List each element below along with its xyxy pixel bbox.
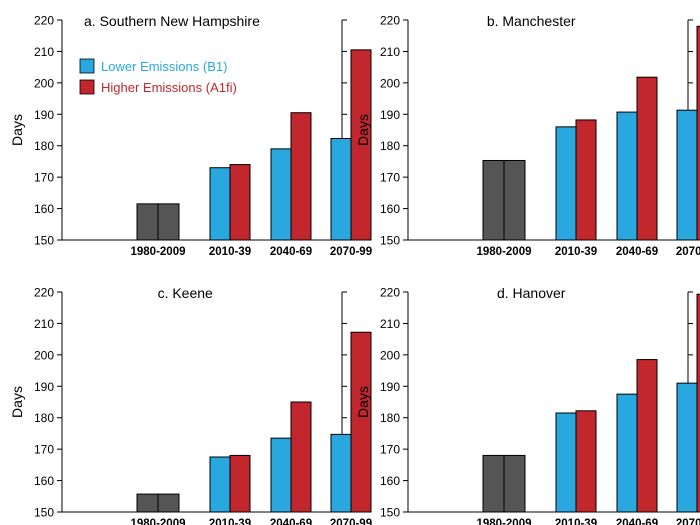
chart-panel-2: 150 160 170 180 190 200 210 220 Days c. Keene 1980… [9,285,372,525]
panels: 150 160 170 180 190 200 210 220 Days a. Southern … [9,13,700,525]
bar-historical-left [136,203,159,241]
y-tick-label: 150 [380,506,400,520]
bar-lower-2040-69 [270,148,292,241]
chart-title: d. Hanover [497,285,566,301]
y-tick-label: 170 [380,171,400,185]
y-tick-label: 210 [34,317,54,331]
x-tick-label: 2040-69 [616,246,658,258]
y-axis-title: Days [9,114,25,146]
bar-higher-2040-69 [290,401,312,513]
legend-label-higher: Higher Emissions (A1fi) [101,80,237,95]
x-tick-label: 2010-39 [555,246,597,258]
y-tick-label: 220 [34,14,54,28]
y-tick-label: 190 [380,108,400,122]
y-tick-label: 200 [34,348,54,362]
bar-higher-2010-39 [575,410,597,513]
bar-lower-2070-99 [676,109,698,241]
chart-title: b. Manchester [487,13,576,29]
bar-lower-2010-39 [555,126,577,241]
y-tick-label: 210 [380,45,400,59]
y-tick-label: 180 [34,139,54,153]
x-tick-label: 2040-69 [270,518,312,525]
bar-historical-right [157,493,180,513]
bar-lower-2010-39 [555,412,577,513]
bar-lower-2040-69 [616,393,638,513]
y-tick-label: 220 [34,286,54,300]
x-tick-label: 1980-2009 [477,246,532,258]
bar-higher-2040-69 [290,112,312,241]
bar-higher-2040-69 [636,76,658,241]
bar-higher-2070-99 [350,49,372,241]
y-tick-label: 170 [380,443,400,457]
bar-higher-2070-99 [350,331,372,513]
y-tick-label: 210 [34,45,54,59]
legend-label-lower: Lower Emissions (B1) [101,59,227,74]
y-tick-label: 200 [34,76,54,90]
y-axis-title: Days [355,114,371,146]
y-tick-label: 160 [380,202,400,216]
bar-historical-right [503,454,526,513]
y-tick-label: 150 [34,234,54,248]
y-tick-label: 160 [380,474,400,488]
bar-historical-right [503,159,526,241]
chart-title: c. Keene [158,285,213,301]
y-tick-label: 200 [380,348,400,362]
y-tick-label: 160 [34,474,54,488]
bar-higher-2010-39 [575,119,597,241]
y-tick-label: 150 [34,506,54,520]
x-tick-label: 2040-69 [616,518,658,525]
bar-lower-2010-39 [209,167,231,241]
x-tick-label: 2070-99 [676,246,700,258]
bar-higher-2010-39 [229,164,251,241]
x-tick-label: 2040-69 [270,246,312,258]
x-tick-label: 2070-99 [676,518,700,525]
y-tick-label: 190 [380,380,400,394]
y-axis-title: Days [355,386,371,418]
bar-lower-2040-69 [270,437,292,513]
x-tick-label: 2070-99 [330,246,372,258]
y-tick-label: 220 [380,286,400,300]
y-tick-label: 200 [380,76,400,90]
bar-historical-left [482,454,505,513]
x-tick-label: 1980-2009 [131,518,186,525]
bar-higher-2070-99 [696,25,700,241]
y-tick-label: 220 [380,14,400,28]
y-tick-label: 210 [380,317,400,331]
bar-higher-2010-39 [229,454,251,513]
bar-lower-2070-99 [330,137,352,241]
y-tick-label: 180 [380,411,400,425]
y-axis-title: Days [9,386,25,418]
x-tick-label: 2010-39 [209,246,251,258]
bar-historical-left [482,159,505,241]
bar-historical-left [136,493,159,513]
bar-historical-right [157,203,180,241]
chart-panel-3: 150 160 170 180 190 200 210 220 Days d. Hanover 19… [355,285,700,525]
y-tick-label: 190 [34,108,54,122]
y-tick-label: 160 [34,202,54,216]
y-tick-label: 180 [380,139,400,153]
y-tick-label: 150 [380,234,400,248]
bar-higher-2040-69 [636,359,658,513]
legend: Lower Emissions (B1) Higher Emissions (A… [79,58,237,95]
x-tick-label: 2070-99 [330,518,372,525]
x-tick-label: 2010-39 [555,518,597,525]
chart-title: a. Southern New Hampshire [84,13,260,29]
y-tick-label: 180 [34,411,54,425]
y-tick-label: 170 [34,171,54,185]
y-tick-label: 190 [34,380,54,394]
x-tick-label: 1980-2009 [477,518,532,525]
y-tick-label: 170 [34,443,54,457]
x-tick-label: 1980-2009 [131,246,186,258]
bar-lower-2010-39 [209,456,231,513]
bar-higher-2070-99 [696,293,700,513]
legend-swatch-higher [79,79,95,95]
bar-lower-2070-99 [676,382,698,513]
bar-lower-2040-69 [616,111,638,241]
x-tick-label: 2010-39 [209,518,251,525]
chart-panel-1: 150 160 170 180 190 200 210 220 Days b. Mancheste… [355,13,700,258]
legend-swatch-lower [79,58,95,74]
chart-panel-0: 150 160 170 180 190 200 210 220 Days a. Southern … [9,13,372,258]
bar-lower-2070-99 [330,433,352,513]
